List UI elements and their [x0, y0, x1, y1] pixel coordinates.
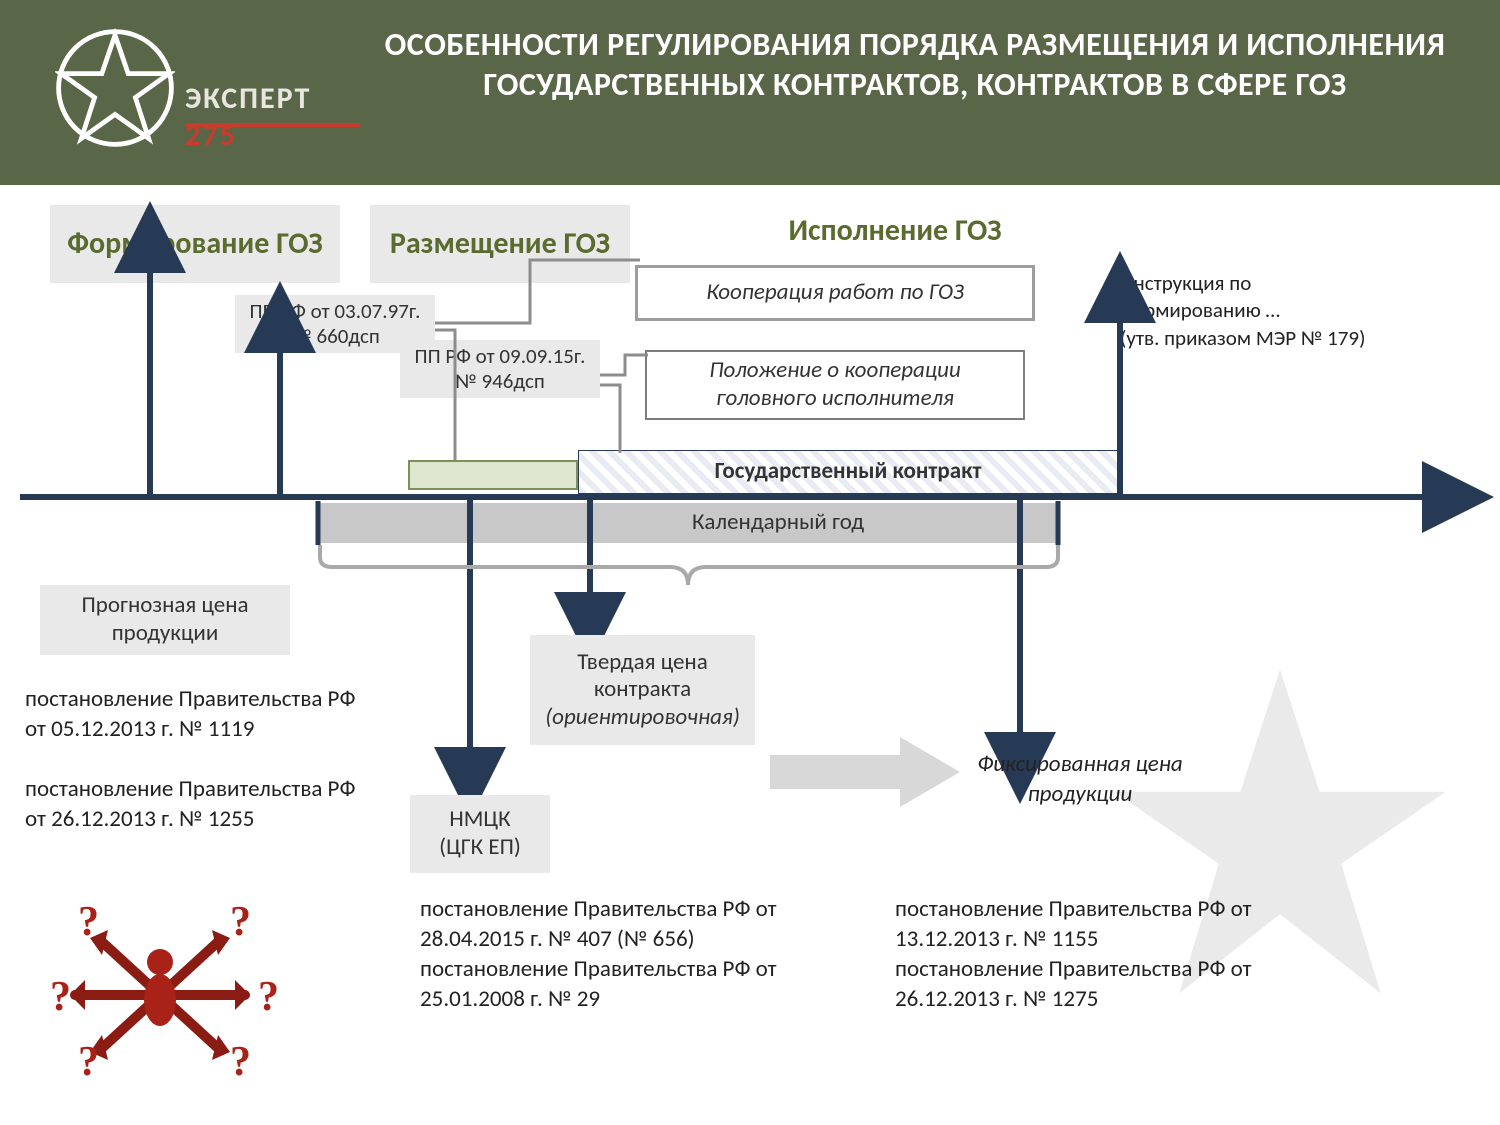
note-firm-price: Твердая цена контракта (ориентировочная) — [530, 635, 755, 745]
note-prognoz-price: Прогнозная цена продукции — [40, 585, 290, 655]
phase-col3: Исполнение ГОЗ — [680, 205, 1110, 257]
phase-col2: Размещение ГОЗ — [370, 205, 630, 283]
question-people-icon: ? ? ? ? ? ? — [30, 900, 290, 1080]
phase-col1: Формирование ГОЗ — [50, 205, 340, 283]
note-pp1255: постановление Правительства РФ от 26.12.… — [25, 775, 365, 835]
note-coop-goz: Кооперация работ по ГОЗ — [635, 265, 1035, 321]
svg-text:?: ? — [258, 974, 279, 1020]
svg-text:?: ? — [78, 900, 99, 945]
calendar-year-bar: Календарный год — [318, 503, 1058, 543]
slide-title: ОСОБЕННОСТИ РЕГУЛИРОВАНИЯ ПОРЯДКА РАЗМЕЩ… — [370, 25, 1460, 105]
note-coop-head: Положение о кооперации головного исполни… — [645, 350, 1025, 420]
star-icon — [55, 28, 175, 148]
gov-contract-bar: Государственный контракт — [578, 450, 1118, 494]
svg-text:?: ? — [78, 1039, 99, 1080]
note-pp407: постановление Правительства РФ от 28.04.… — [420, 895, 840, 1015]
note-nmck: НМЦК (ЦГК ЕП) — [410, 795, 550, 873]
svg-text:?: ? — [50, 974, 71, 1020]
note-pp946: ПП РФ от 09.09.15г. № 946дсп — [400, 340, 600, 398]
placement-bar — [408, 460, 578, 490]
note-instruction: Инструкция по формированию … (утв. прика… — [1120, 270, 1380, 352]
svg-text:?: ? — [230, 1039, 251, 1080]
logo-text: ЭКСПЕРТ 275 — [185, 80, 345, 154]
diagram: Формирование ГОЗ Размещение ГОЗ Исполнен… — [0, 195, 1500, 1125]
watermark-star-icon — [1100, 655, 1460, 1015]
note-pp1119: постановление Правительства РФ от 05.12.… — [25, 685, 365, 745]
logo-underline — [185, 123, 360, 127]
logo: ЭКСПЕРТ 275 — [55, 28, 345, 138]
slide-header: ЭКСПЕРТ 275 ОСОБЕННОСТИ РЕГУЛИРОВАНИЯ ПО… — [0, 0, 1500, 185]
svg-text:?: ? — [230, 900, 251, 945]
